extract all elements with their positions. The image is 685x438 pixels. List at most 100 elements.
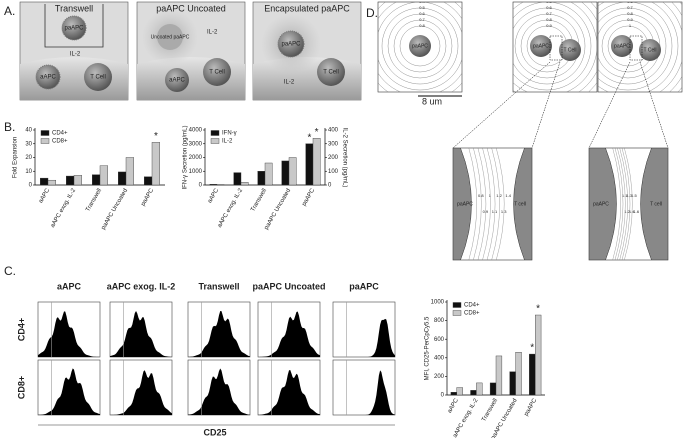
histogram [110,370,172,415]
contour-line [486,148,496,260]
contour-box [512,1,598,93]
cell-edge [589,148,617,260]
panel-label: A. [4,4,15,18]
contour-label: 0.8 [419,23,425,28]
cell-label: paAPC [614,43,630,49]
x-axis-label: CD25 [203,427,226,437]
cytokine-label: IL-2 [70,52,81,58]
cell-label: T cell [514,201,526,207]
bar [209,184,218,186]
x-tick-label: Transwell [250,188,268,213]
cell-label: T Cell [564,47,577,53]
x-tick-label: paAPC Uncoated [264,188,292,231]
contour-line [619,148,628,260]
bar [470,390,477,396]
contour-label: 0.7 [546,11,552,16]
contour-line [482,148,491,260]
histogram [188,310,250,357]
legend-swatch [452,310,462,316]
y-axis-label: IFN-γ Secretion (pg/mL) [183,125,189,189]
column-title: aAPC exog. IL-2 [107,281,176,291]
y-axis-label: Fold Expansion [13,137,19,178]
contour-label: 0.9 [627,17,633,22]
annotation: * [307,132,311,143]
y-tick-label: 40 [25,128,32,134]
cell [157,24,183,50]
legend-swatch [40,130,50,136]
contour-label: 0.8 [546,17,552,22]
legend-label: CD4+ [464,303,480,309]
contour-line [491,148,500,260]
panel-label: B. [4,120,15,134]
x-tick-label: paAPC [140,187,155,207]
cell-label: Uncoated paAPC [151,34,190,40]
y-tick-label: 0 [441,393,445,399]
bar [529,353,536,396]
y-tick-label: 1000 [431,300,445,306]
y2-tick-label: 0 [328,183,332,189]
legend-swatch [40,138,50,144]
zoom-connector [452,61,551,149]
y2-tick-label: 200 [328,155,339,161]
cell-label: T Cell [90,75,106,81]
cell-label: aAPC [40,75,56,81]
histogram [110,311,172,357]
bar [281,160,290,186]
cell-label: paAPC [593,201,609,207]
contour-label: 0.5 [419,5,425,10]
legend-swatch [452,302,462,308]
x-tick-label: aAPC [207,187,220,204]
x-tick-label: Transwell [481,398,499,423]
histogram [258,370,320,415]
cell-edge [453,148,472,260]
contour-line [612,148,621,260]
contour-line [381,7,459,85]
panel-label: C. [4,264,16,278]
x-tick-label: paAPC Uncoated [101,188,129,231]
contour-line [598,2,679,92]
zoom-region [549,35,563,61]
bar [450,392,458,396]
cell [530,35,552,57]
contour-label: 0.9 [546,23,552,28]
annotation: * [154,131,158,142]
y-tick-label: 4000 [189,128,203,134]
cell [277,30,305,58]
bar [47,179,57,186]
y-tick-label: 0 [199,183,203,189]
bar [40,177,49,186]
cell [409,35,431,57]
row-label: CD8+ [16,376,26,399]
box-title: paAPC Uncoated [156,3,226,13]
contour-label: 1.4 [505,193,511,198]
y-tick-label: 3000 [189,141,203,147]
y-tick-label: 10 [25,169,32,175]
zoom-content: 1.11.21.31.41.51.6 [589,148,668,260]
cell-edge [640,148,668,260]
contour-label: 0.5 [546,0,552,4]
scale-label: 8 um [422,96,442,106]
x-tick-label: paAPC [524,397,539,417]
cell-label: T Cell [209,70,225,76]
bar [312,138,321,186]
bar [233,172,242,186]
y-tick-label: 1000 [189,169,203,175]
cell [203,58,231,86]
contour-label: 0.6 [546,5,552,10]
contour-line [513,7,586,85]
histogram [258,311,320,357]
legend-label: IL-2 [222,139,233,145]
contour-line [378,2,462,91]
cell-label: paAPC [412,43,428,49]
contour-label: 0.6 [627,0,633,4]
cell [611,35,633,57]
annotation: * [536,304,540,315]
bar [489,382,497,396]
contour-label: 0.6 [419,11,425,16]
y-tick-label: 2000 [189,155,203,161]
cell-label: paAPC [281,42,301,48]
contour-line [496,148,505,260]
contour-line [473,148,482,260]
cytokine-label: IL-2 [207,30,218,36]
